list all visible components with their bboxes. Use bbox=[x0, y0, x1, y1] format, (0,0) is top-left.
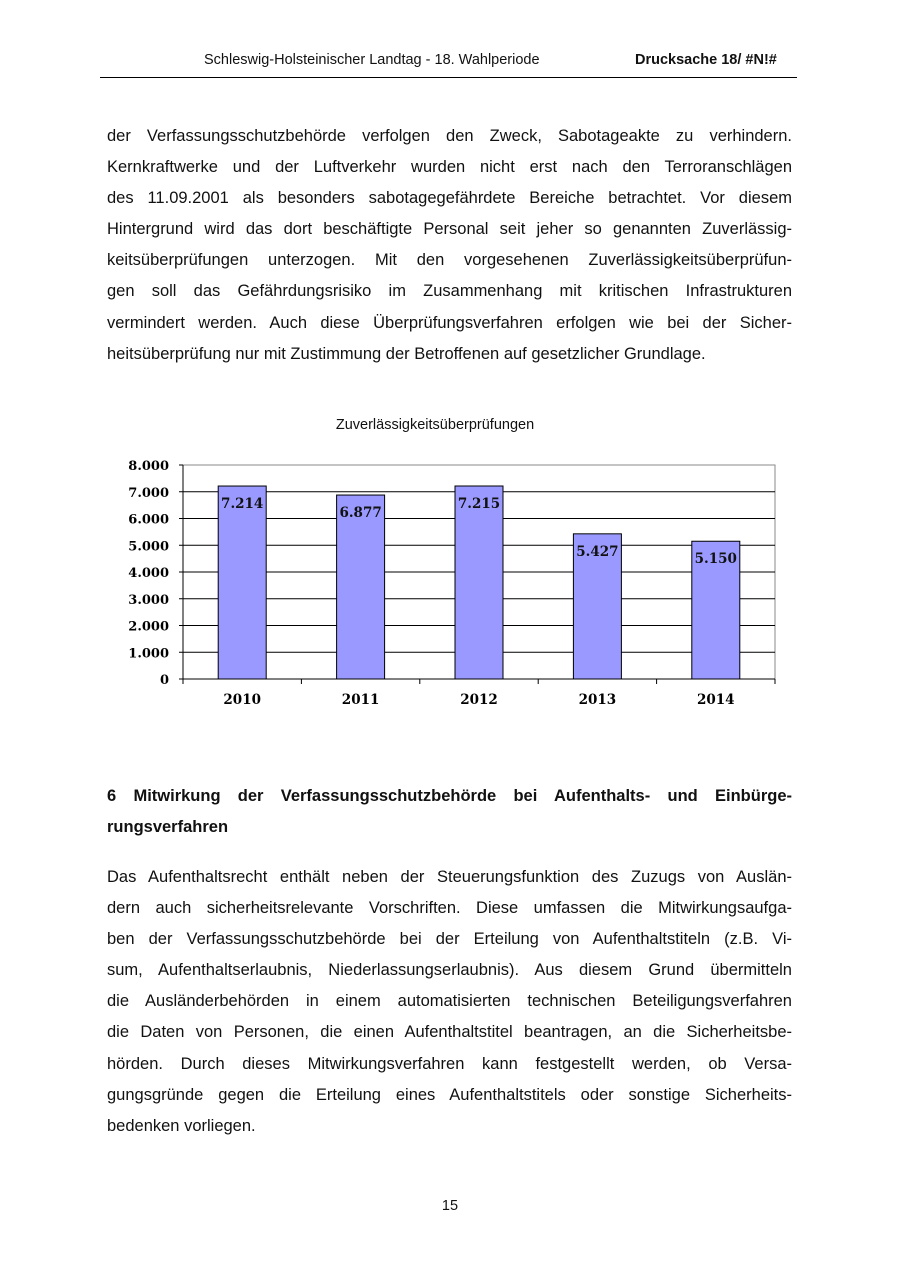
x-tick-label: 2013 bbox=[579, 692, 617, 708]
text-line: ben der Verfassungsschutzbehörde bei der… bbox=[107, 930, 792, 949]
bar-2014 bbox=[691, 540, 741, 680]
y-tick-label: 1.000 bbox=[128, 646, 169, 661]
header-title: Schleswig-Holsteinischer Landtag - 18. W… bbox=[204, 52, 540, 68]
text-line: Hintergrund wird das dort beschäftigte P… bbox=[107, 220, 792, 239]
x-tick-label: 2010 bbox=[223, 692, 261, 708]
text-line: bedenken vorliegen. bbox=[107, 1116, 256, 1135]
text-line: gungsgründe gegen die Erteilung eines Au… bbox=[107, 1085, 792, 1104]
data-label: 5.150 bbox=[695, 551, 737, 567]
y-tick-label: 3.000 bbox=[128, 593, 169, 608]
y-tick-label: 8.000 bbox=[128, 459, 169, 474]
y-tick-label: 4.000 bbox=[128, 566, 169, 581]
text-line: der Verfassungsschutzbehörde verfolgen d… bbox=[107, 127, 792, 145]
paragraph-1: der Verfassungsschutzbehörde verfolgen d… bbox=[107, 121, 792, 370]
text-line: die Ausländerbehörden in einem automatis… bbox=[107, 992, 792, 1011]
y-tick-label: 7.000 bbox=[128, 486, 169, 501]
bar-2013 bbox=[572, 533, 622, 680]
text-line: heitsüberprüfung nur mit Zustimmung der … bbox=[107, 344, 706, 363]
bar-2011 bbox=[336, 494, 386, 680]
data-label: 5.427 bbox=[576, 544, 618, 560]
header-rule bbox=[100, 77, 797, 78]
bar-2010 bbox=[217, 485, 267, 680]
page-number: 15 bbox=[441, 1198, 459, 1214]
x-tick-label: 2014 bbox=[697, 692, 735, 708]
text-line: 6 Mitwirkung der Verfassungsschutzbehörd… bbox=[107, 787, 792, 805]
data-label: 6.877 bbox=[339, 505, 381, 521]
y-tick-label: 2.000 bbox=[128, 620, 169, 635]
x-tick-label: 2011 bbox=[342, 692, 380, 708]
y-tick-label: 0 bbox=[160, 673, 169, 688]
text-line: die Daten von Personen, die einen Aufent… bbox=[107, 1023, 792, 1042]
y-tick-label: 5.000 bbox=[128, 539, 169, 554]
text-line: des 11.09.2001 als besonders sabotagegef… bbox=[107, 189, 792, 208]
text-line: Kernkraftwerke und der Luftverkehr wurde… bbox=[107, 158, 792, 177]
chart-title: Zuverlässigkeitsüberprüfungen bbox=[335, 417, 535, 433]
text-line: gen soll das Gefährdungsrisiko im Zusamm… bbox=[107, 282, 792, 301]
data-label: 7.214 bbox=[221, 496, 263, 512]
text-line: hörden. Durch dieses Mitwirkungsverfahre… bbox=[107, 1054, 792, 1073]
paragraph-2: Das Aufenthaltsrecht enthält neben der S… bbox=[107, 862, 792, 1142]
text-line: sum, Aufenthaltserlaubnis, Niederlassung… bbox=[107, 961, 792, 980]
data-label: 7.215 bbox=[458, 496, 500, 512]
text-line: dern auch sicherheitsrelevante Vorschrif… bbox=[107, 899, 792, 918]
section-heading: 6 Mitwirkung der Verfassungsschutzbehörd… bbox=[107, 781, 792, 843]
header-doc-number: Drucksache 18/ #N!# bbox=[635, 52, 777, 68]
plot-area bbox=[182, 464, 776, 680]
text-line: keitsüberprüfungen unterzogen. Mit den v… bbox=[107, 251, 792, 270]
text-line: Das Aufenthaltsrecht enthält neben der S… bbox=[107, 868, 792, 886]
y-tick-label: 6.000 bbox=[128, 513, 169, 528]
text-line: rungsverfahren bbox=[107, 818, 229, 837]
bar-2012 bbox=[454, 485, 504, 680]
x-tick-label: 2012 bbox=[460, 692, 498, 708]
text-line: vermindert werden. Auch diese Überprüfun… bbox=[107, 313, 792, 332]
